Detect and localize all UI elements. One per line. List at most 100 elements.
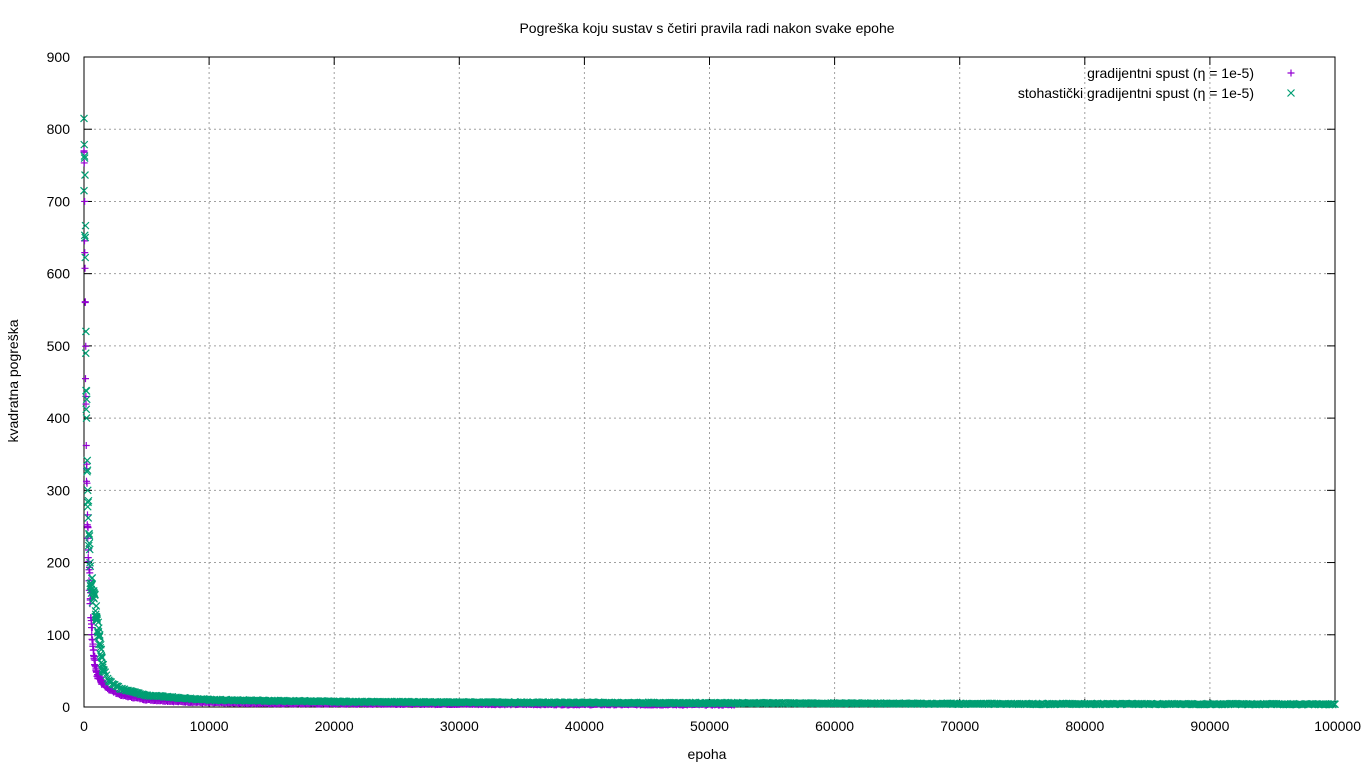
grid	[84, 57, 1335, 707]
data-point	[86, 562, 95, 571]
data-point	[90, 652, 98, 660]
y-tick-label: 600	[47, 266, 71, 282]
data-point	[90, 594, 98, 603]
data-point	[82, 400, 90, 408]
x-tick-label: 10000	[190, 718, 229, 734]
legend-label: gradijentni spust (η = 1e-5)	[1087, 65, 1254, 81]
data-point	[205, 695, 214, 704]
x-tick-label: 20000	[315, 718, 354, 734]
data-point	[95, 631, 104, 639]
data-point	[80, 140, 89, 149]
data-point	[86, 558, 94, 567]
x-tick-label: 80000	[1065, 718, 1104, 734]
data-point	[89, 640, 97, 648]
x-tick-label: 100000	[1314, 718, 1361, 734]
series-layer	[80, 114, 1339, 709]
data-point	[81, 349, 90, 358]
legend-marker	[1287, 69, 1295, 77]
data-point	[105, 677, 113, 686]
data-point	[82, 387, 91, 395]
data-point	[94, 624, 103, 633]
x-tick-label: 30000	[440, 718, 479, 734]
x-tick-label: 60000	[815, 718, 854, 734]
series-2	[80, 114, 1339, 709]
data-point	[82, 342, 90, 350]
data-point	[82, 414, 91, 423]
data-point	[1331, 700, 1339, 709]
y-tick-label: 500	[47, 338, 71, 354]
data-point	[580, 698, 589, 707]
data-point	[83, 467, 91, 476]
data-point	[142, 691, 151, 700]
data-point	[81, 197, 89, 205]
series-1	[80, 147, 739, 709]
y-tick-label: 900	[47, 49, 71, 65]
data-point	[80, 114, 88, 123]
data-point	[97, 645, 106, 654]
data-point	[85, 529, 93, 538]
data-point	[84, 513, 93, 522]
data-point	[90, 646, 98, 654]
data-point	[83, 466, 92, 475]
data-point	[118, 691, 126, 699]
data-point	[92, 612, 101, 621]
data-point	[82, 375, 89, 383]
data-point	[80, 231, 89, 240]
y-tick-label: 0	[62, 699, 70, 715]
data-point	[84, 496, 93, 505]
data-point	[705, 699, 714, 707]
data-point	[98, 663, 107, 672]
data-point	[80, 147, 88, 155]
data-point	[81, 233, 90, 242]
legend-marker	[1287, 89, 1295, 97]
y-tick-label: 100	[47, 627, 71, 643]
data-point	[98, 654, 106, 662]
data-point	[99, 680, 107, 688]
x-tick-label: 90000	[1190, 718, 1229, 734]
data-point	[85, 545, 94, 554]
data-point	[80, 154, 89, 163]
data-point	[91, 656, 99, 664]
data-point	[81, 171, 89, 179]
data-point	[830, 699, 839, 708]
data-point	[82, 395, 91, 404]
data-point	[83, 486, 92, 495]
data-point	[81, 264, 89, 272]
x-tick-label: 40000	[565, 718, 604, 734]
data-point	[330, 697, 339, 706]
data-point	[80, 159, 88, 167]
data-point	[87, 580, 96, 589]
chart-title: Pogreška koju sustav s četiri pravila ra…	[519, 20, 894, 36]
x-tick-label: 70000	[940, 718, 979, 734]
data-point	[112, 682, 120, 691]
data-point	[84, 522, 92, 530]
data-point	[955, 699, 964, 708]
data-point	[82, 405, 91, 414]
data-point	[85, 532, 94, 540]
legend-label: stohastički gradijentni spust (η = 1e-5)	[1018, 85, 1254, 101]
data-point	[1205, 700, 1214, 709]
x-tick-label: 50000	[690, 718, 729, 734]
legend: gradijentni spust (η = 1e-5) stohastički …	[1018, 65, 1295, 101]
x-tick-label: 0	[80, 718, 88, 734]
data-point	[84, 498, 92, 507]
x-axis-label: epoha	[688, 746, 727, 762]
data-point	[95, 632, 104, 641]
y-tick-label: 700	[47, 193, 71, 209]
y-tick-label: 400	[47, 410, 71, 426]
data-point	[80, 186, 88, 195]
data-point	[85, 539, 94, 548]
data-point	[117, 685, 126, 693]
data-point	[82, 442, 90, 450]
y-tick-label: 200	[47, 555, 71, 571]
data-point	[92, 602, 101, 610]
data-point	[81, 221, 90, 230]
data-point	[83, 456, 92, 465]
data-point	[93, 668, 101, 676]
data-point	[81, 327, 90, 336]
y-tick-label: 300	[47, 482, 71, 498]
data-point	[88, 574, 97, 582]
data-point	[1080, 700, 1089, 708]
data-point	[81, 249, 89, 257]
